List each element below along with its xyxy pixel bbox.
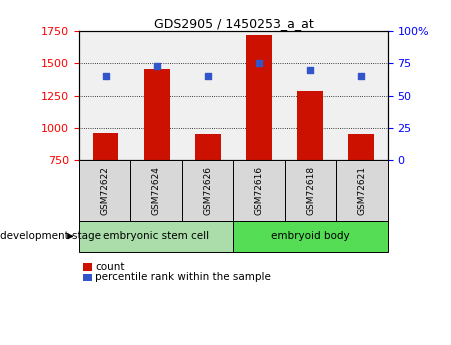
Point — [102, 73, 109, 79]
Bar — [144, 69, 170, 160]
Text: GSM72618: GSM72618 — [306, 166, 315, 215]
Point — [204, 73, 212, 79]
Bar — [195, 134, 221, 160]
Point — [153, 63, 161, 69]
Text: embryoid body: embryoid body — [272, 231, 350, 241]
Point — [358, 73, 365, 79]
Point — [255, 61, 262, 66]
Point — [306, 67, 313, 73]
Bar — [348, 134, 374, 160]
Text: percentile rank within the sample: percentile rank within the sample — [95, 273, 271, 282]
Text: GSM72616: GSM72616 — [255, 166, 264, 215]
Text: embryonic stem cell: embryonic stem cell — [103, 231, 209, 241]
Bar — [297, 91, 323, 160]
Text: GSM72624: GSM72624 — [152, 166, 161, 215]
Bar — [246, 35, 272, 160]
Title: GDS2905 / 1450253_a_at: GDS2905 / 1450253_a_at — [153, 17, 313, 30]
Text: GSM72622: GSM72622 — [100, 166, 109, 215]
Bar — [93, 133, 119, 160]
Text: count: count — [95, 262, 124, 272]
Text: GSM72626: GSM72626 — [203, 166, 212, 215]
Text: development stage: development stage — [0, 231, 101, 241]
Text: GSM72621: GSM72621 — [358, 166, 367, 215]
